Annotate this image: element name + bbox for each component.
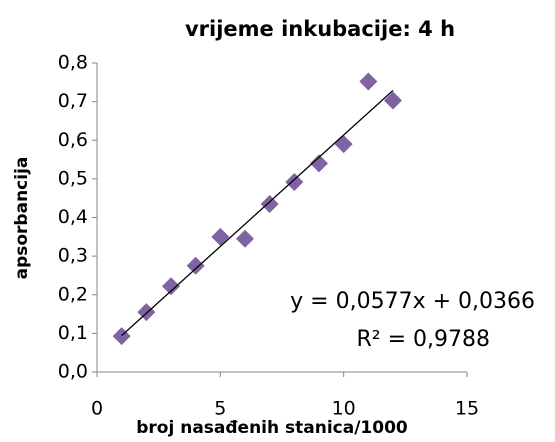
trendline (121, 89, 394, 337)
data-point (162, 277, 180, 296)
data-point (310, 154, 328, 173)
data-point (186, 256, 205, 275)
data-point (236, 229, 254, 248)
x-tick-label: 0 (91, 398, 103, 420)
x-tick-label: 15 (455, 398, 479, 420)
data-point (112, 327, 131, 346)
chart-title: vrijeme inkubacije: 4 h (185, 17, 455, 41)
x-axis-title: broj nasađenih stanica/1000 (136, 418, 408, 438)
y-tick-label: 0,3 (58, 245, 88, 267)
data-point (359, 72, 378, 91)
data-point (334, 135, 353, 154)
data-point (384, 91, 402, 110)
y-tick-label: 0,1 (58, 322, 88, 344)
x-tick-label: 10 (332, 398, 356, 420)
y-tick-label: 0,2 (58, 283, 88, 305)
y-tick-label: 0,7 (58, 90, 88, 112)
data-point (260, 194, 279, 213)
y-tick-label: 0,4 (58, 206, 88, 228)
y-tick-label: 0,0 (58, 361, 88, 383)
x-tick-label: 5 (214, 398, 226, 420)
trend-equation: y = 0,0577x + 0,0366 (290, 289, 535, 314)
y-axis-title: apsorbancija (12, 157, 32, 280)
trend-r-squared: R² = 0,9788 (356, 327, 490, 352)
y-tick-label: 0,6 (58, 129, 88, 151)
y-tick-label: 0,8 (58, 52, 88, 74)
data-point (285, 172, 304, 191)
data-point (211, 227, 230, 246)
y-tick-label: 0,5 (58, 167, 88, 189)
